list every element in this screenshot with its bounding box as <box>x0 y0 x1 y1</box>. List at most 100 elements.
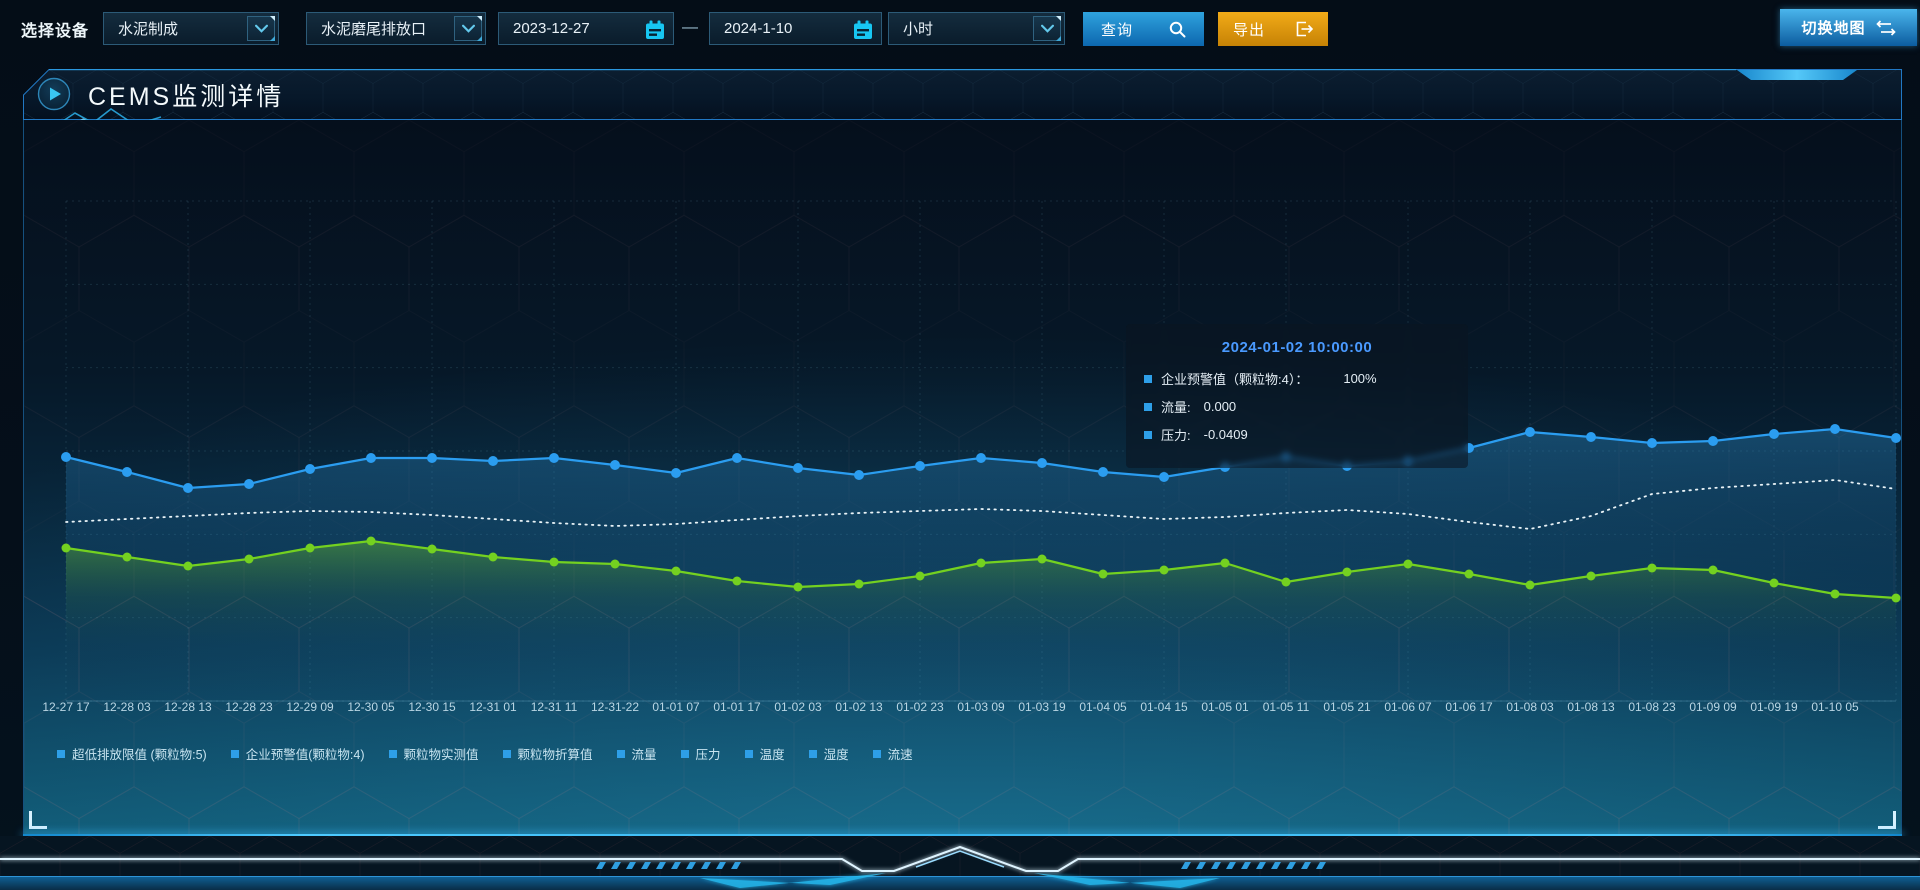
chart-point-pressure[interactable] <box>976 558 986 568</box>
chart-point-pressure[interactable] <box>1281 577 1291 587</box>
chart-point-pressure[interactable] <box>1159 565 1169 575</box>
outlet-select[interactable]: 水泥磨尾排放口 <box>306 12 486 45</box>
chart-panel-body: 12-27 17 12-28 03 12-28 13 12-28 23 12-29 09… <box>23 120 1902 834</box>
legend-item[interactable]: 湿度 <box>808 744 849 763</box>
export-button[interactable]: 导出 <box>1218 12 1328 46</box>
x-axis-label: 01-04 15 <box>1140 700 1188 714</box>
chart-point-flow[interactable] <box>671 468 681 478</box>
chart-point-pressure[interactable] <box>1037 554 1047 564</box>
footer-stripe <box>716 862 726 869</box>
chart-point-flow[interactable] <box>1159 472 1169 482</box>
chart-point-pressure[interactable] <box>732 576 742 586</box>
chart-point-flow[interactable] <box>976 453 986 463</box>
start-date-value: 2023-12-27 <box>513 20 590 37</box>
chart-point-pressure[interactable] <box>122 552 132 562</box>
end-date-input[interactable]: 2024-1-10 <box>709 12 882 45</box>
chart-point-flow[interactable] <box>1708 436 1718 446</box>
chart-point-flow[interactable] <box>1037 458 1047 468</box>
x-axis-label: 01-08 13 <box>1567 700 1615 714</box>
legend-item[interactable]: 超低排放限值 (颗粒物:5) <box>57 744 207 763</box>
chart-point-pressure[interactable] <box>488 552 498 562</box>
legend-item[interactable]: 颗粒物折算值 <box>502 744 593 763</box>
swap-arrows-icon <box>1875 19 1896 36</box>
chart-point-pressure[interactable] <box>1769 578 1779 588</box>
tooltip-label: 企业预警值（颗粒物:4）： <box>1161 372 1309 387</box>
chart-point-pressure[interactable] <box>671 566 681 576</box>
start-date-input[interactable]: 2023-12-27 <box>498 12 674 45</box>
calendar-icon[interactable] <box>850 17 876 42</box>
interval-select[interactable]: 小时 <box>888 12 1065 45</box>
chart-point-pressure[interactable] <box>183 561 193 571</box>
legend-item[interactable]: 颗粒物实测值 <box>388 744 479 763</box>
chart-point-pressure[interactable] <box>854 579 864 589</box>
chart-point-flow[interactable] <box>183 483 193 493</box>
legend-item[interactable]: 压力 <box>680 744 721 763</box>
chevron-down-icon[interactable] <box>1033 16 1061 41</box>
chart-point-flow[interactable] <box>1586 432 1596 442</box>
chart-point-pressure[interactable] <box>1098 569 1108 579</box>
legend-label: 流速 <box>887 748 913 762</box>
chart-point-pressure[interactable] <box>793 582 803 592</box>
chevron-down-icon[interactable] <box>454 16 482 41</box>
x-axis-label: 01-05 11 <box>1262 700 1310 714</box>
chart-point-flow[interactable] <box>549 453 559 463</box>
query-button[interactable]: 查询 <box>1083 12 1204 46</box>
footer-stripe <box>1211 862 1221 869</box>
chart-point-pressure[interactable] <box>1708 565 1718 575</box>
chart-point-pressure[interactable] <box>61 543 71 553</box>
chart-point-pressure[interactable] <box>1464 569 1474 579</box>
chart-point-flow[interactable] <box>854 470 864 480</box>
chart-point-pressure[interactable] <box>305 543 315 553</box>
legend-item[interactable]: 流量 <box>616 744 657 763</box>
chart-point-flow[interactable] <box>1891 433 1901 443</box>
chart-point-flow[interactable] <box>793 463 803 473</box>
chart-point-flow[interactable] <box>61 452 71 462</box>
chart-point-pressure[interactable] <box>1403 559 1413 569</box>
chart-point-flow[interactable] <box>427 453 437 463</box>
chart-point-pressure[interactable] <box>549 557 559 567</box>
chart-point-pressure[interactable] <box>244 554 254 564</box>
chart-point-flow[interactable] <box>488 456 498 466</box>
chart-point-pressure[interactable] <box>1586 571 1596 581</box>
chart-point-pressure[interactable] <box>1220 558 1230 568</box>
chart-point-flow[interactable] <box>915 461 925 471</box>
chart-point-flow[interactable] <box>366 453 376 463</box>
calendar-icon[interactable] <box>642 17 668 42</box>
chart-point-pressure[interactable] <box>427 544 437 554</box>
switch-map-button[interactable]: 切换地图 <box>1780 9 1917 46</box>
chart-point-pressure[interactable] <box>915 571 925 581</box>
chart-point-flow[interactable] <box>732 453 742 463</box>
chart-point-flow[interactable] <box>610 460 620 470</box>
chart-point-pressure[interactable] <box>1342 567 1352 577</box>
chart-point-flow[interactable] <box>1525 427 1535 437</box>
chevron-down-icon[interactable] <box>247 16 275 41</box>
chart-point-flow[interactable] <box>244 479 254 489</box>
x-axis-label: 12-30 15 <box>408 700 456 714</box>
chart-point-flow[interactable] <box>1769 429 1779 439</box>
chart-point-pressure[interactable] <box>610 559 620 569</box>
chart-point-flow[interactable] <box>1647 438 1657 448</box>
chart-point-pressure[interactable] <box>1525 580 1535 590</box>
cems-line-chart[interactable] <box>61 200 1901 702</box>
legend-item[interactable]: 温度 <box>744 744 785 763</box>
legend-item[interactable]: 流速 <box>872 744 913 763</box>
panel-bottom-border <box>23 834 1902 836</box>
legend-item[interactable]: 企业预警值(颗粒物:4) <box>230 744 365 763</box>
legend-marker-icon <box>808 749 817 758</box>
chart-point-flow[interactable] <box>305 464 315 474</box>
legend-label: 超低排放限值 (颗粒物:5) <box>72 748 207 762</box>
chart-point-flow[interactable] <box>1098 467 1108 477</box>
interval-value: 小时 <box>903 21 934 38</box>
chart-point-flow[interactable] <box>1830 424 1840 434</box>
chart-point-pressure[interactable] <box>1647 563 1657 573</box>
device-type-select[interactable]: 水泥制成 <box>103 12 279 45</box>
chart-point-flow[interactable] <box>122 467 132 477</box>
chart-point-pressure[interactable] <box>1891 593 1901 603</box>
play-icon[interactable] <box>37 77 71 111</box>
tooltip-rows: 企业预警值（颗粒物:4）： 100% 流量: 0.000 压力: -0.0409 <box>1144 369 1450 444</box>
chart-point-pressure[interactable] <box>1830 589 1840 599</box>
x-axis-label: 01-05 21 <box>1323 700 1371 714</box>
x-axis-label: 01-01 07 <box>652 700 700 714</box>
x-axis-label: 01-05 01 <box>1201 700 1249 714</box>
chart-point-pressure[interactable] <box>366 536 376 546</box>
